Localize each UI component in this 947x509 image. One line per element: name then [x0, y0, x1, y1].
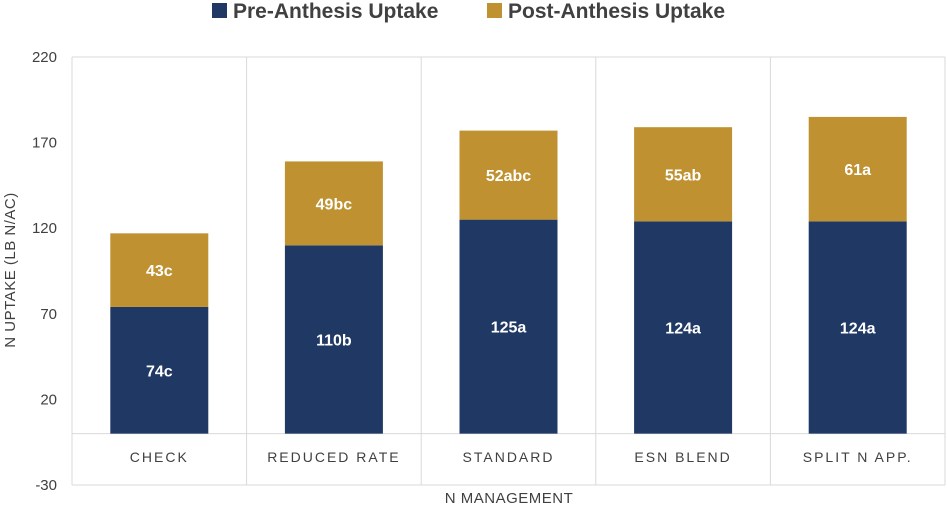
x-category-label: CHECK — [130, 449, 189, 465]
bar-segment-post-anthesis — [110, 233, 209, 307]
data-label: 55ab — [665, 167, 702, 184]
bar-segment-pre-anthesis — [110, 306, 209, 434]
data-label: 125a — [491, 320, 527, 337]
x-category-label: REDUCED RATE — [267, 449, 400, 465]
y-tick-label: 220 — [32, 49, 57, 66]
x-axis-title: N MANAGEMENT — [445, 490, 574, 507]
x-category-label: ESN BLEND — [634, 449, 731, 465]
x-category-label: SPLIT N APP. — [803, 449, 913, 465]
y-axis-title: N UPTAKE (LB N/AC) — [2, 192, 19, 347]
bar-segment-pre-anthesis — [284, 245, 383, 434]
data-label: 61a — [844, 162, 871, 179]
bar-segment-pre-anthesis — [808, 221, 907, 434]
legend-label-2: Post-Anthesis Uptake — [508, 0, 725, 23]
bar-segment-post-anthesis — [808, 116, 907, 222]
y-tick-label: 70 — [40, 306, 57, 323]
data-label: 74c — [146, 363, 173, 380]
bars — [110, 116, 907, 434]
x-category-label: STANDARD — [463, 449, 555, 465]
legend: Pre-Anthesis Uptake Post-Anthesis Uptake — [212, 0, 725, 23]
y-tick-label: 170 — [32, 135, 57, 152]
bar-segment-pre-anthesis — [634, 221, 733, 434]
y-tick-label: 120 — [32, 220, 57, 237]
bar-labels: 74c 43c 110b 49bc 125a 52abc 124a 55ab 124a 61a — [146, 162, 876, 380]
legend-label-1: Pre-Anthesis Uptake — [233, 0, 438, 23]
bar-segment-pre-anthesis — [459, 219, 558, 434]
bar-segment-post-anthesis — [459, 130, 558, 220]
data-label: 124a — [665, 320, 701, 337]
legend-swatch-1 — [212, 3, 227, 18]
legend-swatch-2 — [487, 3, 502, 18]
y-tick-label: 20 — [40, 391, 57, 408]
data-label: 110b — [316, 332, 352, 349]
data-label: 52abc — [486, 168, 531, 185]
data-label: 43c — [146, 263, 173, 280]
x-axis-categories: CHECK REDUCED RATE STANDARD ESN BLEND SPLIT … — [130, 449, 913, 465]
y-axis-ticks: -30 20 70 120 170 220 — [32, 49, 57, 494]
data-label: 124a — [840, 320, 876, 337]
y-tick-label: -30 — [35, 477, 57, 494]
bar-segment-post-anthesis — [634, 127, 733, 222]
data-label: 49bc — [316, 196, 353, 213]
category-dividers — [71, 57, 946, 485]
bar-segment-post-anthesis — [284, 161, 383, 246]
